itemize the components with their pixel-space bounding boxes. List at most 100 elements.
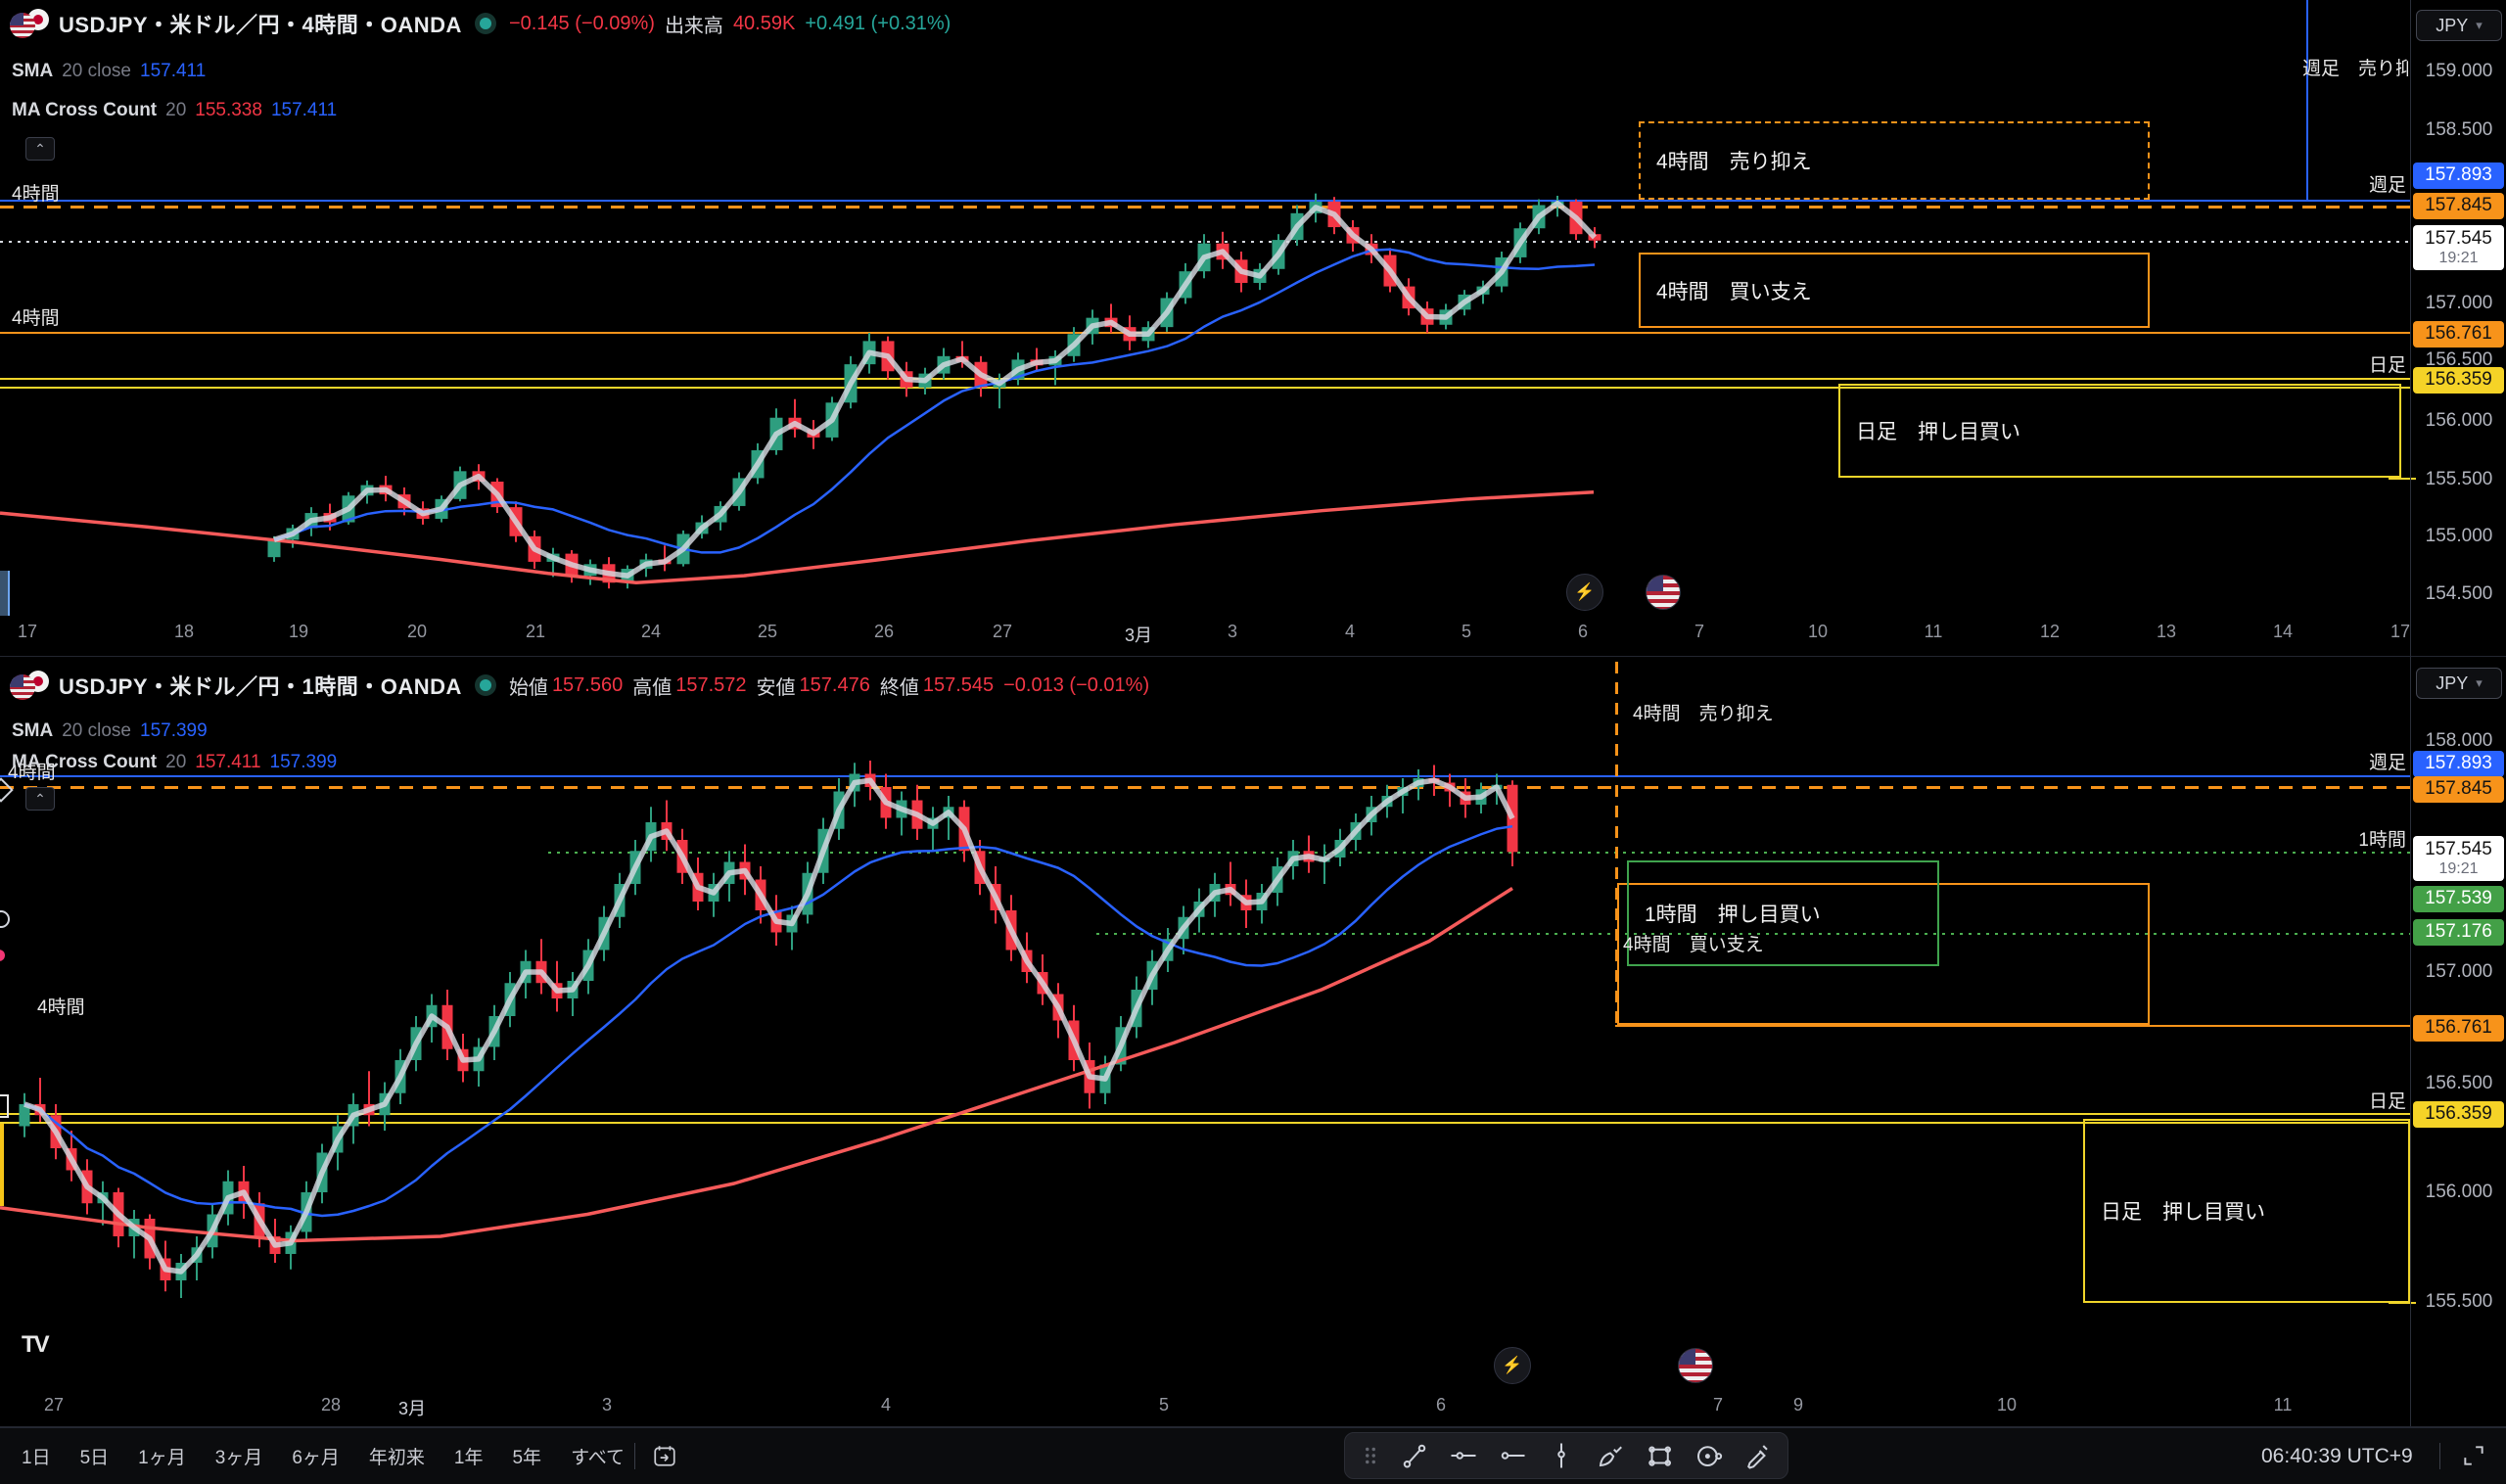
x-tick-label[interactable]: 17	[2390, 622, 2411, 641]
price-level-level-157.176[interactable]	[1096, 933, 2410, 935]
drag-handle-icon[interactable]	[1361, 1443, 1380, 1468]
x-tick-label[interactable]: 25	[757, 622, 778, 641]
price-scale-label[interactable]: 156.500	[2425, 1073, 2493, 1093]
left-toolbar-edge[interactable]	[0, 571, 10, 616]
price-level-daily-line-156.359[interactable]	[0, 1113, 2410, 1124]
range-button-1年[interactable]: 1年	[453, 1448, 484, 1468]
x-tick-label[interactable]: 6	[1435, 1395, 1447, 1414]
us-flag-button[interactable]	[1646, 575, 1681, 610]
x-tick-label[interactable]: 7	[1694, 622, 1705, 641]
annotation-box[interactable]: 4時間 買い支え	[1639, 253, 2150, 328]
x-tick-label[interactable]: 11	[1924, 622, 1943, 641]
goto-date-button[interactable]	[650, 1441, 679, 1470]
market-status-icon[interactable]	[479, 18, 491, 29]
price-level-tick-155.500[interactable]	[2389, 1302, 2416, 1304]
price-scale-label[interactable]: 154.500	[2425, 583, 2493, 604]
price-scale-label[interactable]: 156.000	[2425, 1182, 2493, 1202]
x-tick-label[interactable]: 3	[1227, 622, 1238, 641]
annotation-box[interactable]: 日足 押し目買い	[2083, 1119, 2410, 1303]
price-scale-label[interactable]: 158.500	[2425, 119, 2493, 140]
x-tick-label[interactable]: 9	[1792, 1395, 1804, 1414]
tradingview-logo[interactable]: TV	[22, 1331, 50, 1358]
range-button-1日[interactable]: 1日	[22, 1448, 51, 1468]
x-tick-label[interactable]: 7	[1712, 1395, 1724, 1414]
x-tick-label[interactable]: 14	[2272, 622, 2294, 641]
price-scale-label[interactable]: 155.000	[2425, 526, 2493, 546]
market-status-icon[interactable]	[479, 679, 491, 691]
pink-dot-icon[interactable]	[0, 950, 5, 961]
annotation-box[interactable]	[1617, 883, 2150, 1025]
vertical-line[interactable]	[1615, 662, 1618, 1025]
x-tick-label[interactable]: 12	[2039, 622, 2061, 641]
price-level-weekly-line-157.893[interactable]	[0, 775, 2410, 777]
x-tick-label[interactable]: 24	[640, 622, 662, 641]
x-tick-label[interactable]: 3	[601, 1395, 613, 1414]
circle-tool-icon[interactable]	[0, 910, 10, 928]
price-scale-label[interactable]: 155.500	[2425, 1291, 2493, 1312]
trend-line-icon[interactable]	[1400, 1441, 1429, 1470]
panel1-collapse-button[interactable]: ⌃	[25, 137, 55, 161]
annotation-box[interactable]: 4時間 売り抑え	[1639, 121, 2150, 200]
x-tick-label[interactable]: 6	[1577, 622, 1589, 641]
price-scale-label[interactable]: 155.500	[2425, 469, 2493, 489]
price-level-weekly-line-157.893[interactable]	[0, 200, 2410, 202]
annotation-box[interactable]: 日足 押し目買い	[1838, 384, 2401, 478]
panel2-collapse-button[interactable]: ⌃	[25, 787, 55, 811]
range-button-5年[interactable]: 5年	[512, 1448, 542, 1468]
annotation-box[interactable]: 1時間 押し目買い	[1627, 860, 1939, 966]
price-scale-label[interactable]: 156.000	[2425, 410, 2493, 431]
quick-sparkle-button[interactable]: ⚡	[1566, 574, 1603, 611]
range-button-すべて[interactable]: すべて	[571, 1448, 625, 1468]
x-tick-label[interactable]: 5	[1158, 1395, 1170, 1414]
vertical-line[interactable]	[2306, 0, 2308, 201]
clock-timezone[interactable]: 06:40:39 UTC+9	[2261, 1444, 2413, 1467]
panel1-symbol-title[interactable]: USDJPY・米ドル／円・4時間・OANDA	[59, 13, 462, 37]
price-level-level-157.845[interactable]	[0, 206, 2410, 209]
price-scale-label[interactable]: 158.000	[2425, 730, 2493, 751]
yellow-marker-strip[interactable]	[0, 1124, 4, 1206]
price-level-level-157.545[interactable]	[0, 241, 2410, 243]
range-button-6ヶ月[interactable]: 6ヶ月	[292, 1448, 340, 1468]
price-level-level-156.761[interactable]	[0, 332, 2410, 334]
x-tick-label[interactable]: 18	[173, 622, 195, 641]
horizontal-ray-icon[interactable]	[1498, 1441, 1527, 1470]
panel-divider[interactable]	[0, 656, 2506, 657]
us-flag-button[interactable]	[1678, 1348, 1713, 1383]
x-tick-label[interactable]: 3月	[1124, 626, 1153, 645]
price-scale-label[interactable]: 157.000	[2425, 293, 2493, 313]
range-button-5日[interactable]: 5日	[79, 1448, 110, 1468]
panel2-macross-legend[interactable]: MA Cross Count 20 157.411 157.399	[12, 752, 337, 773]
rectangle-icon[interactable]	[1645, 1441, 1674, 1470]
x-tick-label[interactable]: 26	[873, 622, 895, 641]
price-scale-label[interactable]: 156.500	[2425, 349, 2493, 370]
marker-icon[interactable]	[1742, 1441, 1772, 1470]
price-level-tick-155.500[interactable]	[2389, 478, 2416, 480]
x-tick-label[interactable]: 5	[1461, 622, 1472, 641]
x-tick-label[interactable]: 19	[288, 622, 309, 641]
price-level-level-157.545[interactable]	[548, 852, 2410, 854]
x-tick-label[interactable]: 27	[43, 1395, 65, 1414]
price-scale-label[interactable]: 157.000	[2425, 961, 2493, 982]
panel2-currency-dropdown[interactable]: JPY ▾	[2416, 668, 2502, 699]
x-tick-label[interactable]: 20	[406, 622, 428, 641]
quick-sparkle-button[interactable]: ⚡	[1494, 1347, 1531, 1384]
panel2-symbol-title[interactable]: USDJPY・米ドル／円・1時間・OANDA	[59, 674, 462, 699]
panel1-currency-dropdown[interactable]: JPY ▾	[2416, 10, 2502, 41]
x-tick-label[interactable]: 3月	[397, 1399, 427, 1418]
maximize-icon[interactable]	[2459, 1441, 2488, 1470]
panel2-sma-legend[interactable]: SMA 20 close 157.399	[12, 720, 208, 742]
box-tool-icon[interactable]	[0, 1094, 9, 1118]
x-tick-label[interactable]: 28	[320, 1395, 342, 1414]
x-tick-label[interactable]: 27	[992, 622, 1013, 641]
x-tick-label[interactable]: 13	[2156, 622, 2177, 641]
x-tick-label[interactable]: 4	[1344, 622, 1356, 641]
range-button-1ヶ月[interactable]: 1ヶ月	[138, 1448, 186, 1468]
x-tick-label[interactable]: 10	[1996, 1395, 2018, 1414]
panel1-macross-legend[interactable]: MA Cross Count 20 155.338 157.411	[12, 100, 337, 121]
horizontal-line-icon[interactable]	[1449, 1441, 1478, 1470]
price-level-level-157.845[interactable]	[0, 786, 2410, 789]
brush-icon[interactable]	[1596, 1441, 1625, 1470]
price-scale-label[interactable]: 159.000	[2425, 61, 2493, 81]
panel1-sma-legend[interactable]: SMA 20 close 157.411	[12, 61, 206, 82]
x-tick-label[interactable]: 21	[525, 622, 546, 641]
